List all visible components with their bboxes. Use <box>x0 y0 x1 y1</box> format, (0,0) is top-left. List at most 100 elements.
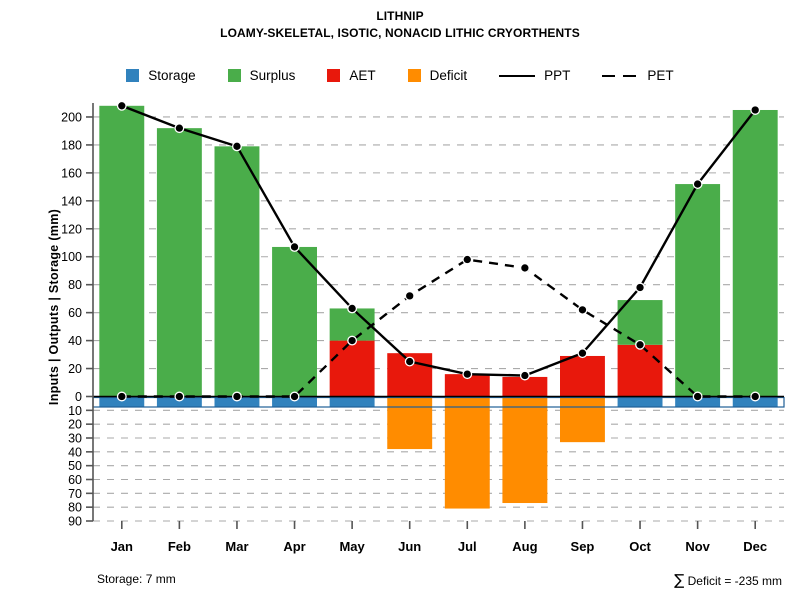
square-icon <box>227 69 241 82</box>
bar-deficit <box>560 396 605 443</box>
storage-footnote: Storage: 7 mm <box>97 572 176 586</box>
y-axis-tick-label: 180 <box>61 138 82 152</box>
pet-marker <box>519 262 530 273</box>
dashed-line-icon <box>602 69 638 82</box>
y-axis-tick-label: 40 <box>68 445 82 459</box>
ppt-marker <box>750 105 761 115</box>
bar-storage <box>675 397 721 407</box>
y-axis-tick-label: 20 <box>68 418 82 432</box>
square-icon <box>407 69 421 82</box>
legend-label: Deficit <box>429 68 468 83</box>
legend-label: Surplus <box>249 68 296 83</box>
bar-aet <box>617 344 663 397</box>
square-icon <box>126 69 140 82</box>
bar-surplus <box>272 246 317 397</box>
bar-aet <box>444 374 490 397</box>
x-axis-month-label: Jul <box>458 539 477 554</box>
bar-surplus <box>156 128 202 397</box>
bar-surplus <box>675 184 721 397</box>
x-axis-month-label: Aug <box>512 539 537 554</box>
x-axis-month-label: Mar <box>225 539 248 554</box>
bar-storage <box>214 397 260 407</box>
bar-storage <box>99 397 145 407</box>
y-axis-tick-label: 0 <box>75 390 82 404</box>
sigma-icon: ∑ <box>674 571 685 589</box>
legend-label: PPT <box>544 68 571 83</box>
square-icon <box>327 69 341 82</box>
pet-marker <box>404 290 415 301</box>
x-axis-month-label: Feb <box>168 539 191 554</box>
pet-marker <box>750 391 761 402</box>
y-axis-tick-label: 90 <box>68 515 82 529</box>
y-axis-tick-label: 200 <box>61 110 82 124</box>
bar-surplus <box>329 308 375 341</box>
legend-item-pet: PET <box>602 68 674 83</box>
page-title: LITHNIP <box>376 9 424 23</box>
x-axis-month-label: May <box>339 539 365 554</box>
y-axis-tick-label: 60 <box>68 306 82 320</box>
legend-item-storage: Storage <box>126 68 196 83</box>
deficit-footnote-text: Deficit = -235 mm <box>687 574 782 588</box>
bar-aet <box>560 355 605 397</box>
y-axis-tick-label: 80 <box>68 278 82 292</box>
bar-surplus <box>214 146 260 397</box>
y-axis-tick-label: 60 <box>68 473 82 487</box>
pet-marker <box>577 304 588 315</box>
bar-deficit <box>387 396 433 450</box>
chart-legend: Storage Surplus AET Deficit PPT PET <box>0 68 800 83</box>
y-axis-tick-label: 10 <box>68 404 82 418</box>
y-axis-tick-label: 20 <box>68 362 82 376</box>
bar-surplus <box>617 300 663 345</box>
pet-marker <box>232 391 242 402</box>
x-axis-month-label: Nov <box>685 539 710 554</box>
ppt-marker <box>347 303 358 314</box>
bar-storage <box>732 397 778 407</box>
ppt-marker <box>519 370 530 381</box>
solid-line-icon <box>499 69 536 82</box>
x-axis-month-label: Dec <box>743 539 767 554</box>
y-axis-tick-label: 70 <box>68 487 82 501</box>
y-axis-tick-label: 50 <box>68 459 82 473</box>
y-axis-tick-label: 100 <box>61 250 82 264</box>
x-axis-month-label: Sep <box>571 539 595 554</box>
pet-marker <box>635 339 645 350</box>
y-axis-tick-label: 140 <box>61 194 82 208</box>
deficit-footnote: ∑ Deficit = -235 mm <box>674 571 782 589</box>
bar-surplus <box>99 105 145 397</box>
legend-label: Storage <box>148 68 196 83</box>
bar-storage <box>156 397 202 407</box>
ppt-marker <box>116 100 127 111</box>
pet-line <box>121 258 756 398</box>
legend-item-aet: AET <box>327 68 376 83</box>
ppt-marker <box>462 369 473 380</box>
y-axis-tick-label: 120 <box>61 222 82 236</box>
bar-storage <box>329 397 375 407</box>
ppt-marker <box>289 242 300 252</box>
pet-marker <box>692 391 703 402</box>
pet-marker <box>116 391 127 402</box>
y-axis-tick-label: 30 <box>68 432 82 446</box>
ppt-marker <box>692 179 703 190</box>
ppt-marker <box>635 282 645 293</box>
legend-label: PET <box>647 68 674 83</box>
y-axis-tick-label: 40 <box>68 334 82 348</box>
ppt-marker <box>232 141 242 152</box>
legend-item-ppt: PPT <box>499 68 570 83</box>
legend-label: AET <box>349 68 376 83</box>
bar-aet <box>502 376 548 397</box>
x-axis-month-label: Apr <box>283 539 305 554</box>
pet-marker <box>462 254 473 265</box>
x-axis-month-label: Jun <box>398 539 421 554</box>
bar-deficit <box>502 396 548 504</box>
ppt-marker <box>577 348 588 359</box>
legend-item-deficit: Deficit <box>407 68 468 83</box>
ppt-marker <box>404 356 415 367</box>
ppt-line <box>121 104 757 377</box>
bar-deficit <box>444 396 490 509</box>
x-axis-month-label: Jan <box>111 539 133 554</box>
page-subtitle: LOAMY-SKELETAL, ISOTIC, NONACID LITHIC C… <box>220 26 580 40</box>
pet-marker <box>347 335 358 346</box>
bar-surplus <box>732 109 778 397</box>
